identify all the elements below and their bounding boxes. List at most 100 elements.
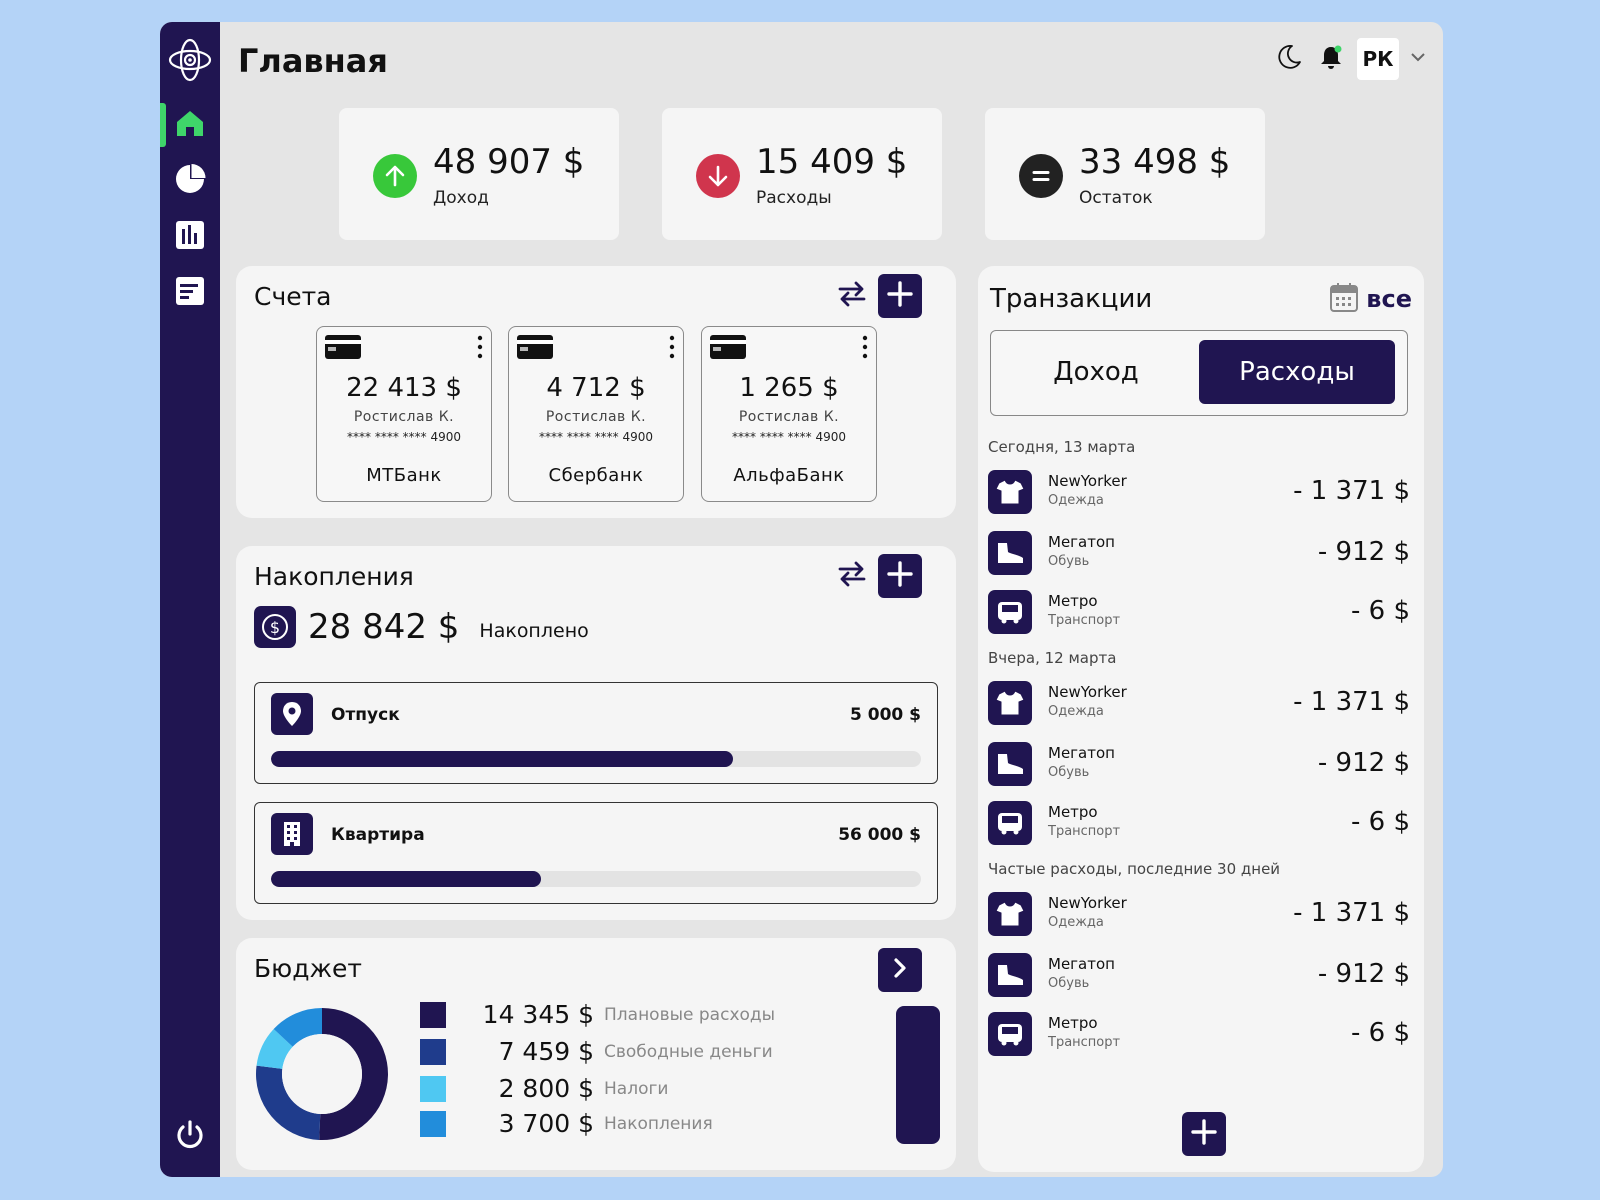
calendar-icon [1330,282,1359,316]
transaction-row[interactable]: Мегатоп Обувь - 912 $ [988,740,1410,786]
avatar[interactable]: РК [1357,38,1399,80]
transaction-merchant: NewYorker [1048,894,1127,912]
transaction-category: Транспорт [1048,824,1121,839]
more-options-icon[interactable] [477,335,483,363]
list-icon [175,276,205,310]
legend-swatch [420,1038,446,1065]
transaction-row[interactable]: Метро Транспорт - 6 $ [988,799,1410,845]
savings-transfer-button[interactable] [834,558,870,594]
goal-target: 56 000 $ [838,825,921,845]
transaction-amount: - 1 371 $ [1293,476,1410,506]
goal-progress-fill [271,751,733,767]
transaction-section-label: Вчера, 12 марта [988,649,1117,667]
budget-legend-item: 3 700 $ Накопления [420,1109,713,1138]
income-label: Доход [433,188,489,208]
transaction-category: Транспорт [1048,1035,1121,1050]
accounts-panel: Счета 22 413 $ Ростислав К. **** **** **… [236,266,956,518]
transaction-row[interactable]: Метро Транспорт - 6 $ [988,1010,1410,1056]
income-card: 48 907 $ Доход [339,108,619,240]
budget-legend-item: 2 800 $ Налоги [420,1074,668,1103]
credit-card-icon [325,335,361,363]
budget-panel: Бюджет 14 345 $ Плановые расходы 7 459 $… [236,938,956,1170]
budget-open-button[interactable] [878,948,922,992]
legend-value: 2 800 $ [498,1074,594,1103]
account-owner: Ростислав К. [545,409,647,425]
add-saving-goal-button[interactable] [878,554,922,598]
donut-slice [273,1008,322,1047]
legend-swatch [420,1001,446,1028]
account-card[interactable]: 4 712 $ Ростислав К. **** **** **** 4900… [508,326,684,502]
plus-icon [886,280,914,312]
plus-icon [886,560,914,592]
expenses-value: 15 409 $ [756,142,908,182]
power-icon [173,1118,207,1156]
transaction-row[interactable]: Мегатоп Обувь - 912 $ [988,529,1410,575]
bus-icon [988,590,1032,634]
transactions-panel: Транзакции все Доход Расходы Сегодня, 13… [978,266,1424,1172]
transaction-category: Обувь [1048,976,1090,991]
tab-income[interactable]: Доход [1053,357,1139,387]
add-account-button[interactable] [878,274,922,318]
equals-icon [1019,154,1063,198]
savings-total-label: Накоплено [479,620,589,642]
shoe-icon [988,742,1032,786]
more-options-icon[interactable] [669,335,675,363]
sidebar-item-list[interactable] [160,271,220,315]
arrow-up-icon [373,154,417,198]
logo-icon[interactable] [168,38,212,82]
account-owner: Ростислав К. [738,409,840,425]
power-button[interactable] [160,1115,220,1159]
sidebar [160,22,220,1177]
dark-mode-toggle[interactable] [1273,43,1305,75]
balance-label: Остаток [1079,188,1153,208]
transaction-amount: - 6 $ [1351,807,1410,837]
shoe-icon [988,953,1032,997]
donut-hole [282,1034,362,1114]
saving-goal-card[interactable]: Квартира 56 000 $ [254,802,938,904]
transaction-section-label: Частые расходы, последние 30 дней [988,860,1281,878]
transaction-row[interactable]: Метро Транспорт - 6 $ [988,588,1410,634]
account-card[interactable]: 1 265 $ Ростислав К. **** **** **** 4900… [701,326,877,502]
balance-card: 33 498 $ Остаток [985,108,1265,240]
account-card[interactable]: 22 413 $ Ростислав К. **** **** **** 490… [316,326,492,502]
legend-value: 3 700 $ [498,1109,594,1138]
accounts-transfer-button[interactable] [834,278,870,314]
shoe-icon [988,531,1032,575]
budget-scrollbar[interactable] [896,1006,940,1144]
transaction-row[interactable]: NewYorker Одежда - 1 371 $ [988,679,1410,725]
chevron-right-icon [888,956,912,984]
sidebar-item-reports[interactable] [160,215,220,259]
tab-expenses[interactable]: Расходы [1199,340,1395,404]
transaction-row[interactable]: Мегатоп Обувь - 912 $ [988,951,1410,997]
transactions-title: Транзакции [990,284,1153,314]
account-balance: 22 413 $ [346,373,462,403]
header-toolbar: РК [1273,38,1427,80]
saving-goal-card[interactable]: Отпуск 5 000 $ [254,682,938,784]
savings-total: 28 842 $ [308,607,460,647]
more-options-icon[interactable] [862,335,868,363]
transaction-row[interactable]: NewYorker Одежда - 1 371 $ [988,468,1410,514]
transaction-category: Обувь [1048,765,1090,780]
notifications-button[interactable] [1315,43,1347,75]
budget-legend-item: 7 459 $ Свободные деньги [420,1037,773,1066]
goal-name: Отпуск [331,705,400,725]
chevron-down-icon[interactable] [1409,48,1427,70]
transaction-amount: - 6 $ [1351,596,1410,626]
transactions-filter[interactable]: все [1330,282,1412,316]
legend-value: 7 459 $ [498,1037,594,1066]
budget-legend-item: 14 345 $ Плановые расходы [420,1000,775,1029]
building-icon [271,813,313,855]
legend-swatch [420,1075,446,1102]
transaction-merchant: Метро [1048,592,1098,610]
app-window: Главная РК 48 907 $ Доход 15 409 $ Расхо… [160,22,1443,1177]
sidebar-item-home[interactable] [160,103,220,147]
sidebar-item-analytics[interactable] [160,159,220,203]
transaction-amount: - 912 $ [1317,748,1410,778]
swap-icon [836,558,868,594]
transaction-merchant: Мегатоп [1048,744,1115,762]
add-transaction-button[interactable] [1182,1112,1226,1156]
transaction-category: Одежда [1048,915,1104,930]
goal-progress-track [271,751,921,767]
transaction-row[interactable]: NewYorker Одежда - 1 371 $ [988,890,1410,936]
account-balance: 1 265 $ [739,373,839,403]
